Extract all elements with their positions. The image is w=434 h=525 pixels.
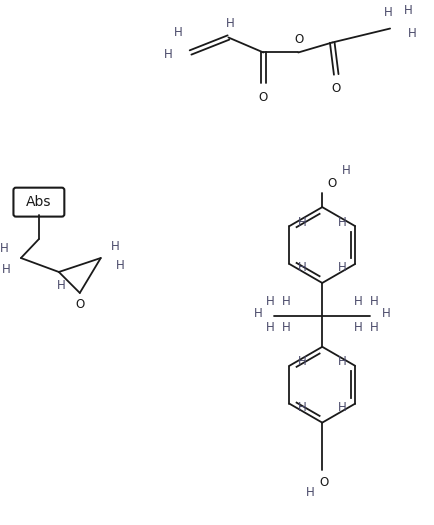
Text: H: H bbox=[116, 259, 125, 272]
Text: H: H bbox=[174, 26, 183, 39]
Text: H: H bbox=[354, 296, 362, 308]
Text: H: H bbox=[382, 307, 391, 320]
Text: H: H bbox=[282, 296, 291, 308]
Text: O: O bbox=[295, 33, 304, 46]
Text: H: H bbox=[282, 321, 291, 334]
Text: H: H bbox=[370, 321, 378, 334]
Text: H: H bbox=[298, 261, 307, 275]
Text: H: H bbox=[2, 264, 10, 277]
Text: H: H bbox=[298, 355, 307, 368]
FancyBboxPatch shape bbox=[13, 187, 64, 217]
Text: H: H bbox=[338, 216, 346, 228]
Text: H: H bbox=[404, 4, 412, 17]
Text: H: H bbox=[384, 6, 392, 19]
Text: H: H bbox=[338, 401, 346, 414]
Text: O: O bbox=[328, 177, 337, 190]
Text: H: H bbox=[298, 401, 307, 414]
Text: H: H bbox=[266, 296, 275, 308]
Text: H: H bbox=[408, 27, 417, 40]
Text: O: O bbox=[332, 82, 341, 95]
Text: H: H bbox=[0, 242, 8, 255]
Text: H: H bbox=[354, 321, 362, 334]
Text: H: H bbox=[266, 321, 275, 334]
Text: H: H bbox=[56, 279, 65, 292]
Text: H: H bbox=[342, 164, 351, 177]
Text: O: O bbox=[75, 298, 85, 311]
Text: H: H bbox=[112, 239, 120, 253]
Text: O: O bbox=[259, 91, 268, 104]
Text: O: O bbox=[319, 476, 329, 489]
Text: H: H bbox=[370, 296, 378, 308]
Text: Abs: Abs bbox=[26, 195, 52, 209]
Text: H: H bbox=[254, 307, 263, 320]
Text: H: H bbox=[298, 216, 307, 228]
Text: H: H bbox=[164, 48, 173, 61]
Text: H: H bbox=[338, 355, 346, 368]
Text: H: H bbox=[226, 17, 235, 30]
Text: H: H bbox=[306, 486, 315, 499]
Text: H: H bbox=[338, 261, 346, 275]
